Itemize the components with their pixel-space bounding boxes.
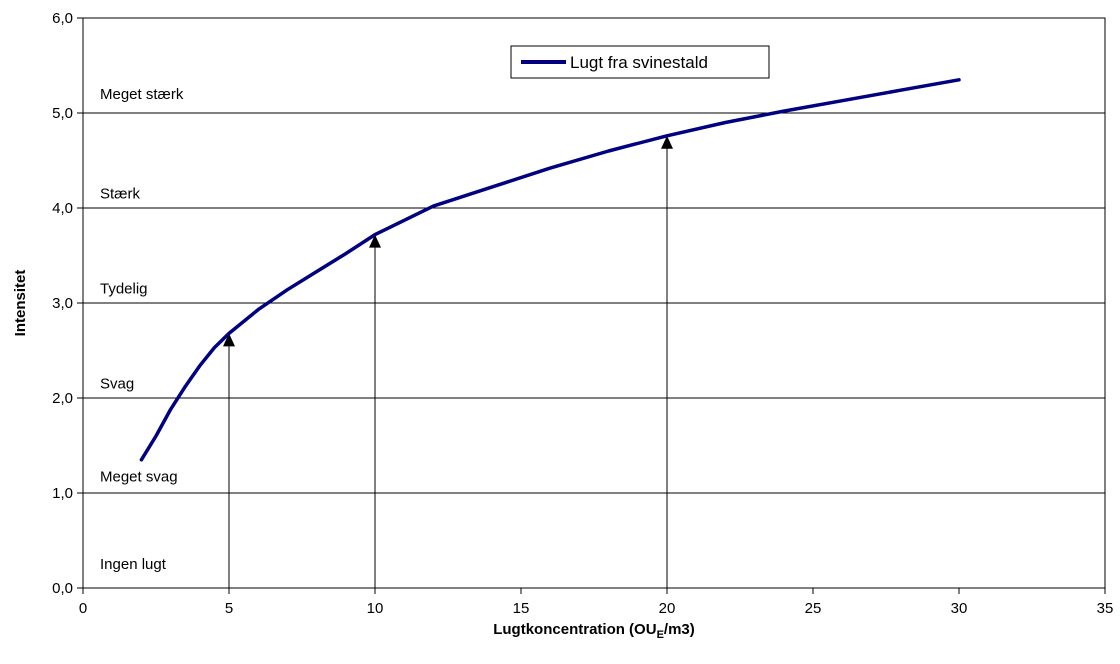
band-label-5: Ingen lugt (100, 556, 167, 573)
legend: Lugt fra svinestald (510, 45, 770, 79)
intensity-band-labels: Meget stærk Stærk Tydelig Svag Meget svag Ing… (100, 86, 184, 573)
y-tick-label-0: 0,0 (52, 580, 73, 597)
band-label-0: Meget stærk (100, 86, 184, 103)
band-label-1: Stærk (100, 186, 141, 203)
x-tick-label-6: 30 (951, 600, 968, 617)
x-axis-title-subscript: E (657, 629, 664, 641)
reference-arrows (223, 135, 673, 588)
y-tick-label-6: 6,0 (52, 10, 73, 27)
y-tick-label-4: 4,0 (52, 200, 73, 217)
y-tick-label-1: 1,0 (52, 485, 73, 502)
band-label-2: Tydelig (100, 281, 148, 298)
arrow-head-1 (369, 234, 381, 248)
tick-marks (77, 17, 1106, 594)
y-axis-title: Intensitet (12, 270, 29, 337)
y-tick-label-3: 3,0 (52, 295, 73, 312)
gridlines (83, 112, 1105, 494)
x-tick-label-5: 25 (805, 600, 822, 617)
x-tick-label-0: 0 (79, 600, 87, 617)
arrow-head-0 (223, 333, 235, 347)
series-line-0 (139, 78, 961, 462)
legend-label: Lugt fra svinestald (570, 53, 708, 72)
x-tick-label-2: 10 (367, 600, 384, 617)
x-tick-labels: 0 5 10 15 20 25 30 35 (79, 600, 1114, 617)
y-tick-label-2: 2,0 (52, 390, 73, 407)
band-label-4: Meget svag (100, 469, 178, 486)
y-tick-labels: 0,0 1,0 2,0 3,0 4,0 5,0 6,0 (52, 10, 73, 597)
arrow-head-2 (661, 135, 673, 149)
x-tick-label-1: 5 (225, 600, 233, 617)
series-lines (139, 78, 961, 462)
x-tick-label-4: 20 (659, 600, 676, 617)
legend-box (510, 45, 770, 79)
x-axis-title-main: Lugtkoncentration (OU (493, 621, 656, 638)
x-axis-title: Lugtkoncentration (OUE/m3) (493, 621, 695, 641)
y-tick-label-5: 5,0 (52, 105, 73, 122)
x-tick-label-7: 35 (1097, 600, 1114, 617)
x-axis-title-tail: /m3) (664, 621, 695, 638)
band-label-3: Svag (100, 376, 134, 393)
x-tick-label-3: 15 (513, 600, 530, 617)
